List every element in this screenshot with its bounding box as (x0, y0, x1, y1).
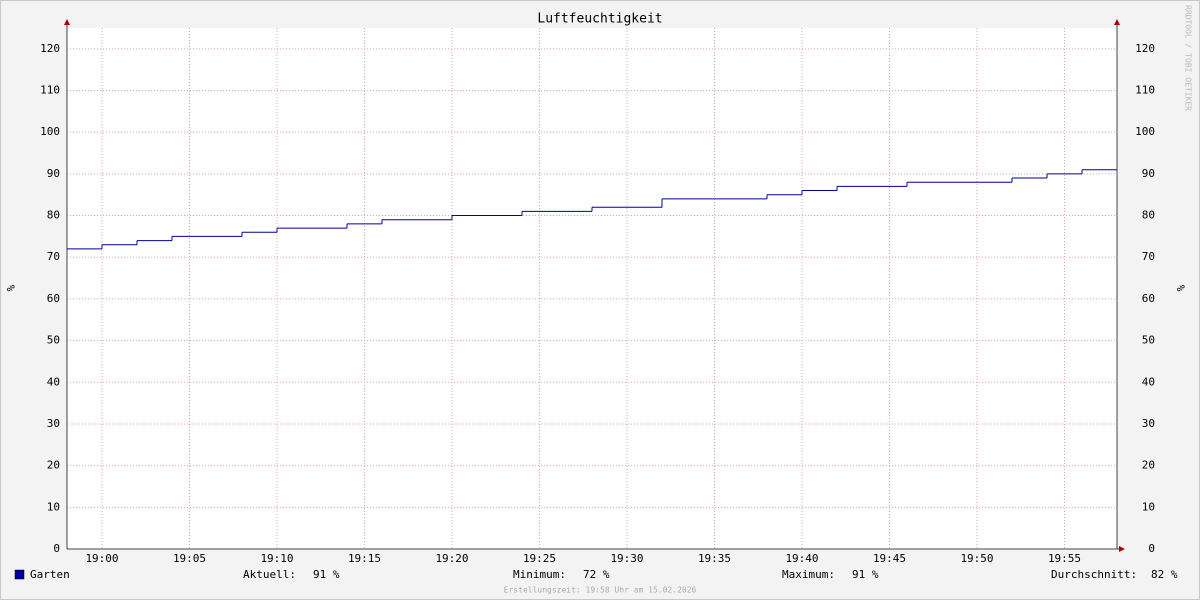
stat-label: Maximum: (782, 568, 835, 581)
x-tick-label: 19:25 (523, 552, 556, 565)
y-tick-label-right: 120 (1135, 42, 1155, 55)
y-tick-label: 10 (47, 500, 60, 513)
y-tick-label: 80 (47, 209, 60, 222)
stat-label: Aktuell: (243, 568, 296, 581)
x-tick-label: 19:05 (173, 552, 206, 565)
y-tick-label-right: 30 (1142, 417, 1155, 430)
x-tick-label: 19:35 (698, 552, 731, 565)
y-tick-label: 30 (47, 417, 60, 430)
y-tick-label-right: 70 (1142, 250, 1155, 263)
y-tick-label-right: 100 (1135, 125, 1155, 138)
stat-value: 82 % (1151, 568, 1178, 581)
y-tick-label: 110 (40, 84, 60, 97)
y-tick-label-right: 60 (1142, 292, 1155, 305)
x-tick-label: 19:40 (785, 552, 818, 565)
y-tick-label-right: 10 (1142, 500, 1155, 513)
y-axis-label-right: % (1174, 285, 1187, 292)
stat-value: 91 % (313, 568, 340, 581)
plot-area (67, 28, 1117, 549)
y-tick-label: 0 (53, 542, 60, 555)
y-tick-label: 70 (47, 250, 60, 263)
y-tick-label: 40 (47, 375, 60, 388)
x-tick-label: 19:10 (260, 552, 293, 565)
stat-label: Minimum: (513, 568, 566, 581)
x-tick-label: 19:45 (873, 552, 906, 565)
footer: Erstellungszeit: 19:58 Uhr am 15.02.2026 (504, 586, 697, 595)
y-tick-label-right: 90 (1142, 167, 1155, 180)
y-tick-label-right: 40 (1142, 375, 1155, 388)
y-tick-label: 120 (40, 42, 60, 55)
stat-label: Durchschnitt: (1051, 568, 1137, 581)
y-tick-label: 20 (47, 459, 60, 472)
y-axis-label: % (4, 285, 17, 292)
x-tick-label: 19:55 (1048, 552, 1081, 565)
x-tick-label: 19:20 (435, 552, 468, 565)
y-tick-label-right: 50 (1142, 334, 1155, 347)
y-tick-label-right: 20 (1142, 459, 1155, 472)
y-tick-label-right: 110 (1135, 84, 1155, 97)
y-tick-label: 90 (47, 167, 60, 180)
y-tick-label: 100 (40, 125, 60, 138)
legend-label: Garten (30, 568, 70, 581)
stat-value: 72 % (583, 568, 610, 581)
x-tick-label: 19:00 (85, 552, 118, 565)
y-tick-label-right: 80 (1142, 209, 1155, 222)
axis-arrow (1119, 546, 1125, 552)
axis-arrow (1114, 19, 1120, 25)
y-tick-label: 60 (47, 292, 60, 305)
y-tick-label: 50 (47, 334, 60, 347)
legend-swatch (14, 569, 25, 580)
x-tick-label: 19:30 (610, 552, 643, 565)
chart-title: Luftfeuchtigkeit (537, 12, 662, 27)
x-tick-label: 19:50 (960, 552, 993, 565)
axis-arrow (64, 19, 70, 25)
y-tick-label-right: 0 (1148, 542, 1155, 555)
stat-value: 91 % (852, 568, 879, 581)
x-tick-label: 19:15 (348, 552, 381, 565)
watermark: RRDTOOL / TOBI OETIKER (1184, 5, 1193, 111)
